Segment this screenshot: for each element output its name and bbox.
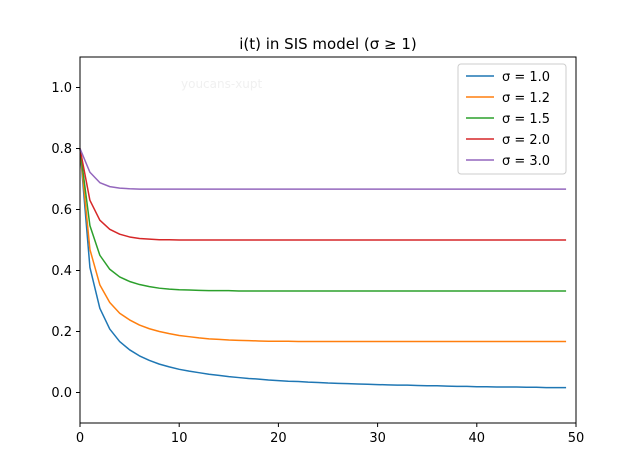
x-tick-label: 10: [171, 431, 188, 446]
x-tick-label: 30: [369, 431, 386, 446]
y-tick-label: 0.8: [51, 142, 72, 157]
legend-label-0: σ = 1.0: [502, 70, 550, 85]
y-tick-label: 0.2: [51, 325, 72, 340]
legend-label-4: σ = 3.0: [502, 154, 550, 169]
legend-label-3: σ = 2.0: [502, 133, 550, 148]
series-line-1: [79, 148, 567, 343]
series-line-2: [79, 148, 567, 292]
series-lines: [79, 148, 567, 389]
chart-title: i(t) in SIS model (σ ≥ 1): [239, 35, 417, 53]
legend: σ = 1.0 σ = 1.2 σ = 1.5 σ = 2.0 σ = 3.0: [457, 63, 567, 175]
plot-frame: [79, 56, 577, 424]
series-line-0: [79, 148, 567, 389]
x-tick-label: 50: [568, 431, 585, 446]
x-tick-label: 40: [469, 431, 486, 446]
legend-box: [457, 63, 567, 175]
series-line-3: [79, 148, 567, 241]
y-tick-label: 0.0: [51, 386, 72, 401]
y-tick-label: 0.6: [51, 203, 72, 218]
series-line-4: [79, 148, 567, 190]
x-axis: 0 10 20 30 40 50: [76, 423, 584, 446]
watermark: youcans-xupt: [181, 77, 263, 91]
y-tick-label: 0.4: [51, 264, 72, 279]
x-tick-label: 0: [76, 431, 84, 446]
y-axis: 0.0 0.2 0.4 0.6 0.8 1.0: [51, 81, 80, 401]
y-tick-label: 1.0: [51, 81, 72, 96]
legend-label-2: σ = 1.5: [502, 112, 550, 127]
x-tick-label: 20: [270, 431, 287, 446]
legend-label-1: σ = 1.2: [502, 91, 550, 106]
